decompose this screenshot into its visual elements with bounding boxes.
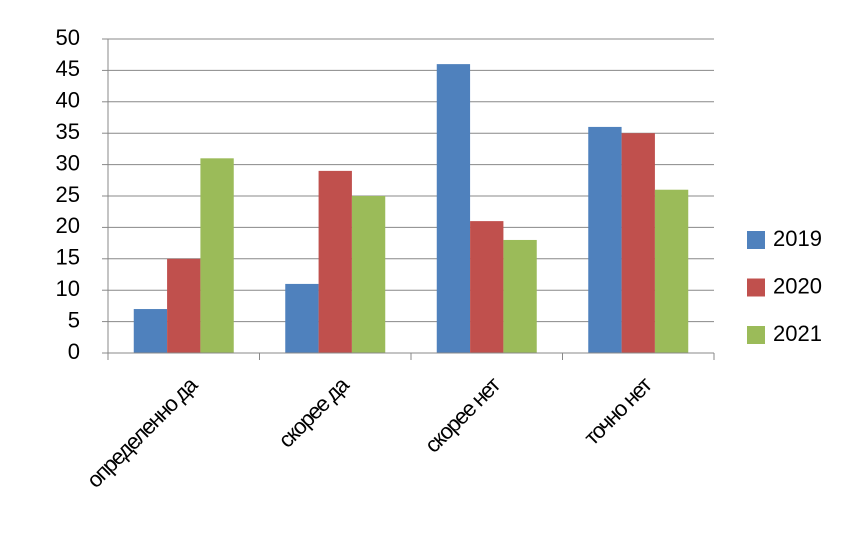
bar (621, 133, 655, 353)
bar (503, 239, 537, 353)
x-tick-label: точно нет (579, 372, 657, 450)
bar (436, 64, 471, 354)
legend-label: 2019 (773, 226, 822, 251)
y-tick-label: 20 (56, 213, 80, 238)
legend-label: 2020 (773, 273, 822, 298)
legend-swatch (747, 326, 765, 344)
y-tick-label: 5 (68, 307, 80, 332)
y-tick-label: 15 (56, 245, 80, 270)
bar (588, 126, 622, 353)
y-tick-label: 45 (56, 56, 80, 81)
legend-swatch (747, 231, 765, 249)
bar (318, 170, 352, 353)
y-tick-label: 0 (68, 339, 80, 364)
bar (200, 158, 234, 353)
legend-swatch (747, 278, 765, 297)
bar (470, 221, 504, 353)
y-tick-label: 40 (56, 88, 80, 113)
x-tick-label: определенно да (82, 371, 203, 492)
y-tick-label: 10 (56, 276, 80, 301)
y-tick-label: 50 (56, 25, 80, 50)
bar (351, 196, 386, 353)
x-tick-label: скорее нет (420, 372, 506, 458)
y-tick-label: 25 (56, 182, 80, 207)
bar (654, 189, 689, 353)
bar (167, 258, 201, 353)
bar (133, 309, 168, 353)
bar (285, 283, 319, 353)
legend-label: 2021 (773, 321, 822, 346)
y-tick-label: 30 (56, 150, 80, 175)
y-tick-label: 35 (56, 119, 80, 144)
x-tick-label: скорее да (273, 371, 354, 452)
